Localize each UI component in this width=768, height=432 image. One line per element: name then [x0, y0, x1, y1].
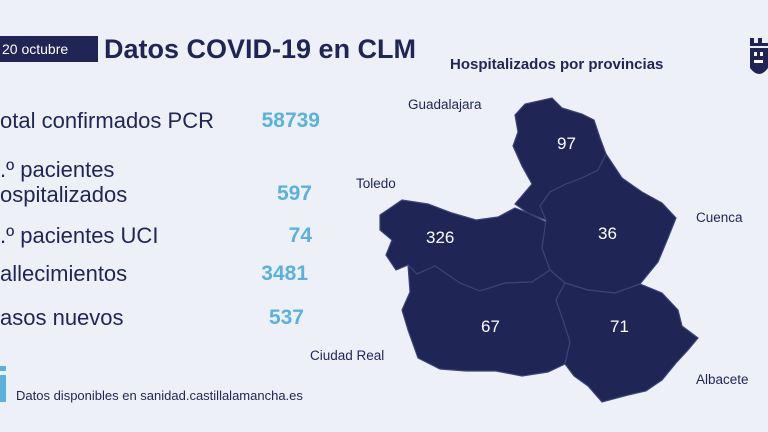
province-label-guadalajara: Guadalajara: [408, 97, 482, 112]
province-value-guadalajara: 97: [557, 134, 576, 153]
province-label-ciudad-real: Ciudad Real: [310, 348, 385, 363]
province-label-toledo: Toledo: [356, 176, 396, 191]
stat-label-deaths: allecimientos: [0, 261, 128, 286]
date-badge: 20 octubre: [0, 36, 98, 62]
date-text: 20 octubre: [2, 41, 69, 57]
stat-value-hospitalized: 597: [276, 182, 312, 205]
province-albacete: [555, 282, 699, 403]
info-icon: [0, 366, 6, 402]
stat-value-confirmed: 58739: [261, 109, 320, 132]
stat-label-hospitalized-line2: ospitalizados: [0, 182, 128, 207]
province-toledo: [379, 199, 551, 292]
province-map: [379, 97, 699, 403]
province-value-albacete: 71: [610, 317, 629, 336]
province-label-cuenca: Cuenca: [696, 210, 743, 225]
crest-icon: [750, 38, 768, 74]
stat-value-deaths: 3481: [261, 262, 308, 285]
stat-label-new-cases: asos nuevos: [0, 305, 124, 330]
stat-label-hospitalized-line1: .º pacientes: [0, 157, 115, 182]
stat-label-confirmed: otal confirmados PCR: [0, 108, 214, 133]
footer-text: Datos disponibles en sanidad.castillalam…: [16, 388, 303, 403]
map-title: Hospitalizados por provincias: [450, 56, 664, 73]
province-label-albacete: Albacete: [696, 372, 749, 387]
page-title: Datos COVID-19 en CLM: [104, 34, 417, 64]
stat-value-icu: 74: [288, 224, 312, 247]
province-value-ciudad-real: 67: [481, 317, 500, 336]
stat-value-new-cases: 537: [268, 306, 304, 329]
province-value-toledo: 326: [426, 228, 455, 247]
stat-label-icu: .º pacientes UCI: [0, 223, 159, 248]
province-value-cuenca: 36: [598, 224, 617, 243]
